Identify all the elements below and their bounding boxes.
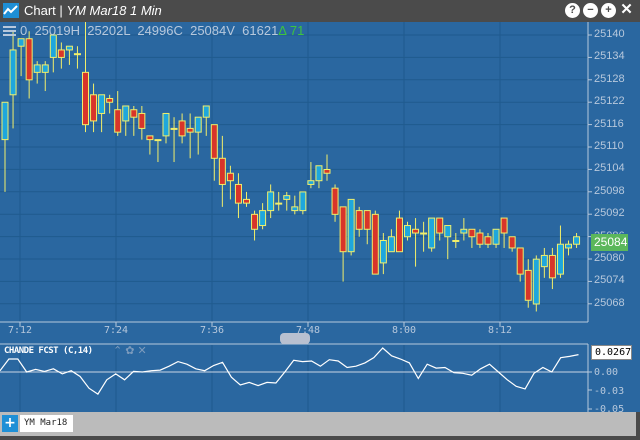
- window-titlebar: Chart | YM Mar18 1 Min ? − + ✕: [0, 0, 640, 22]
- price-axis-label: 25134: [594, 50, 625, 63]
- remove-indicator-icon[interactable]: ✕: [137, 344, 147, 357]
- price-axis-label: 25116: [594, 117, 624, 130]
- close-button[interactable]: ✕: [620, 1, 633, 18]
- indicator-label: CHANDE FCST (C,14): [4, 346, 93, 356]
- symbol-tab[interactable]: YM Mar18: [20, 415, 73, 432]
- menu-icon[interactable]: [3, 26, 16, 37]
- price-axis-label: 25110: [594, 140, 624, 152]
- indicator-axis-label: -0.03: [594, 386, 625, 397]
- bottom-bar: + YM Mar18: [0, 412, 636, 436]
- price-axis-label: 25068: [594, 296, 625, 309]
- price-chart[interactable]: [0, 22, 640, 412]
- price-axis-label: 25080: [594, 252, 625, 264]
- time-axis-label: 7:12: [8, 325, 33, 336]
- price-axis-label: 25122: [594, 95, 625, 108]
- help-button[interactable]: ?: [565, 3, 580, 18]
- window-title: Chart | YM Mar18 1 Min: [24, 3, 162, 18]
- indicator-axis-label: -0.05: [594, 404, 625, 415]
- chart-app-icon: [3, 3, 19, 18]
- chart-area[interactable]: 0 25019H 25202L 24996C 25084V 61621Δ 71 …: [0, 22, 640, 415]
- current-price-tag: 25084: [591, 234, 628, 251]
- time-axis-label: 7:48: [296, 325, 321, 336]
- indicator-axis-label: 0.00: [594, 367, 619, 378]
- price-axis-label: 25128: [594, 72, 625, 85]
- add-symbol-button[interactable]: +: [2, 415, 18, 432]
- pane-resize-handle[interactable]: [280, 333, 310, 344]
- price-axis-label: 25092: [594, 207, 625, 220]
- time-axis-label: 8:00: [392, 325, 417, 336]
- price-axis-label: 25074: [594, 274, 625, 287]
- time-axis-label: 7:36: [200, 325, 225, 336]
- maximize-button[interactable]: +: [601, 3, 616, 18]
- ohlc-readout: 0 25019H 25202L 24996C 25084V 61621Δ 71: [20, 23, 305, 38]
- collapse-icon[interactable]: ⌃: [113, 344, 123, 357]
- minimize-button[interactable]: −: [583, 3, 598, 18]
- indicator-value-tag: 0.0267: [591, 345, 632, 360]
- price-axis-label: 25098: [594, 184, 625, 197]
- price-axis-label: 25140: [594, 28, 625, 40]
- time-axis-label: 7:24: [104, 325, 129, 336]
- settings-icon[interactable]: ✿: [125, 344, 135, 357]
- price-axis-label: 25104: [594, 162, 625, 175]
- time-axis-label: 8:12: [488, 325, 513, 336]
